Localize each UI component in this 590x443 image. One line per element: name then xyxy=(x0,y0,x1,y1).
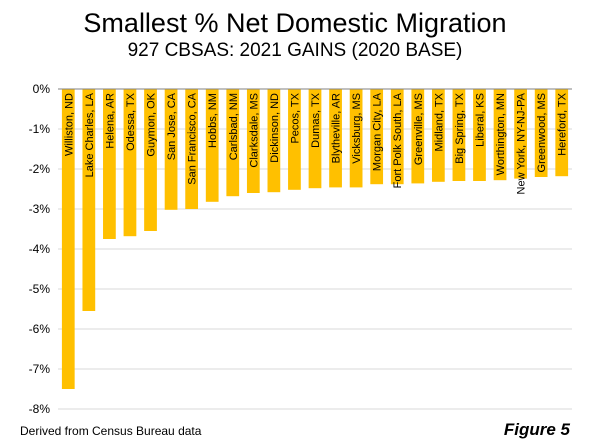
bar xyxy=(82,89,96,311)
bar xyxy=(288,89,301,190)
bar xyxy=(390,89,404,185)
bar xyxy=(308,89,322,189)
bar xyxy=(411,89,425,184)
bar xyxy=(431,89,445,182)
bar xyxy=(555,89,569,177)
x-category-label: Dumas, TX xyxy=(310,92,322,147)
x-category-label: Guymon, OK xyxy=(146,92,158,156)
bar xyxy=(185,89,199,209)
bar xyxy=(246,89,260,193)
y-tick-label: -5% xyxy=(29,282,51,296)
y-tick-label: 0% xyxy=(33,82,51,96)
bar xyxy=(123,89,137,237)
x-category-label: Clarksdale, MS xyxy=(248,93,260,168)
x-category-label: Midland, TX xyxy=(433,92,445,151)
x-category-label: Helena, AR xyxy=(104,93,116,149)
y-tick-label: -4% xyxy=(29,242,51,256)
x-category-label: San Francisco, CA xyxy=(187,92,199,184)
bar xyxy=(452,89,466,181)
x-category-label: Blytheville, AR xyxy=(331,93,343,163)
x-category-label: Vicksburg, MS xyxy=(351,93,363,164)
source-note: Derived from Census Bureau data xyxy=(20,424,202,438)
x-category-label: Hereford, TX xyxy=(557,92,569,155)
bar xyxy=(349,89,363,188)
bar xyxy=(514,89,527,179)
x-category-label: Big Spring, TX xyxy=(454,92,466,163)
x-category-label: New York, NY-NJ-PA xyxy=(516,92,528,194)
x-category-label: Morgan City, LA xyxy=(372,92,384,171)
bar xyxy=(61,89,75,389)
bar xyxy=(534,89,548,177)
x-category-label: Worthington, MN xyxy=(495,93,507,175)
x-category-label: Dickinson, ND xyxy=(269,93,281,163)
bar xyxy=(144,89,157,231)
bar xyxy=(493,89,507,181)
y-tick-label: -7% xyxy=(29,362,51,376)
bar xyxy=(103,89,116,239)
bar xyxy=(370,89,384,185)
x-category-label: Liberal, KS xyxy=(474,93,486,147)
bar xyxy=(205,89,219,202)
bar xyxy=(473,89,486,181)
y-tick-label: -6% xyxy=(29,322,51,336)
x-category-label: Greenville, MS xyxy=(413,93,425,165)
y-tick-label: -1% xyxy=(29,122,51,136)
bar xyxy=(329,89,342,188)
x-category-label: Williston, ND xyxy=(63,93,75,156)
figure-label: Figure 5 xyxy=(503,420,570,439)
bar xyxy=(164,89,178,210)
x-category-label: San Jose, CA xyxy=(166,92,178,160)
y-tick-label: -3% xyxy=(29,202,51,216)
x-category-label: Lake Charles, LA xyxy=(84,92,96,177)
bar xyxy=(267,89,281,193)
y-tick-label: -8% xyxy=(29,402,51,416)
chart-title: Smallest % Net Domestic Migration xyxy=(83,8,507,38)
x-category-label: Fort Polk South, LA xyxy=(392,92,404,188)
x-category-label: Odessa, TX xyxy=(125,92,137,151)
x-category-label: Carlsbad, NM xyxy=(228,93,240,160)
x-category-label: Pecos, TX xyxy=(289,92,301,143)
x-category-label: Hobbs, NM xyxy=(207,93,219,148)
chart-subtitle: 927 CBSAS: 2021 GAINS (2020 BASE) xyxy=(127,40,463,61)
y-tick-label: -2% xyxy=(29,162,51,176)
x-category-label: Greenwood, MS xyxy=(536,93,548,172)
bar xyxy=(226,89,240,197)
